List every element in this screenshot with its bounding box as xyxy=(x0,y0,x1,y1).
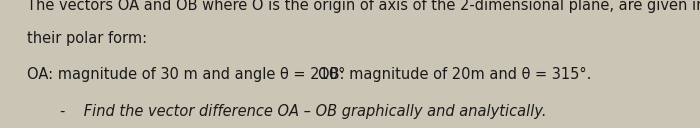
Text: OB: magnitude of 20m and θ = 315°.: OB: magnitude of 20m and θ = 315°. xyxy=(318,67,592,82)
Text: OA: magnitude of 30 m and angle θ = 210°: OA: magnitude of 30 m and angle θ = 210° xyxy=(27,67,345,82)
Text: The vectors OA and OB where O is the origin of axis of the 2-dimensional plane, : The vectors OA and OB where O is the ori… xyxy=(27,0,700,13)
Text: their polar form:: their polar form: xyxy=(27,31,147,46)
Text: -    Find the vector difference OA – OB graphically and analytically.: - Find the vector difference OA – OB gra… xyxy=(60,104,546,119)
